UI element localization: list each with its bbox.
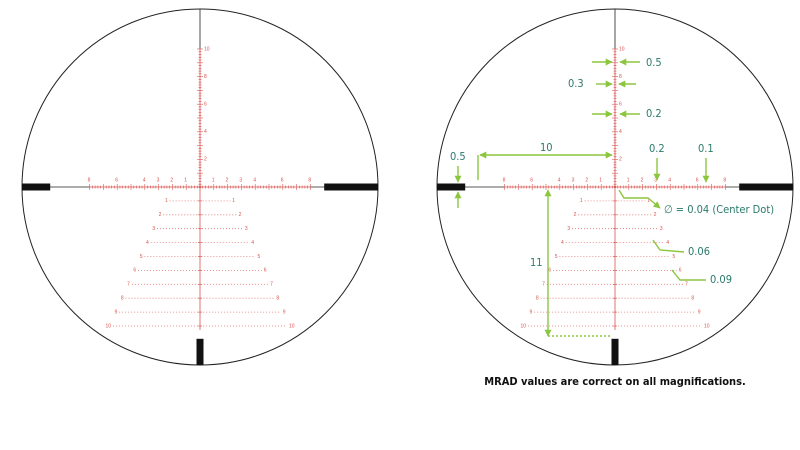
scale-label: 4 [204,129,207,135]
tree-label: 6 [548,268,551,274]
tree-label: 8 [121,296,124,302]
scale-label: 1 [599,177,602,183]
tree-label: 9 [530,309,533,315]
tree-label: 10 [289,323,295,329]
annotation: 11 [530,256,543,269]
scale-label: 2 [585,177,588,183]
tree-label: 1 [580,198,583,204]
scale-label: 4 [143,177,146,183]
scale-label: 6 [530,177,533,183]
tree-label: 7 [270,282,273,288]
scale-label: 10 [204,46,210,52]
scale-label: 4 [558,177,561,183]
scale-label: 2 [204,157,207,163]
tree-label: 10 [520,323,526,329]
tree-label: 10 [704,323,710,329]
scale-label: 8 [723,177,726,183]
scale-label: 3 [239,177,242,183]
post [324,183,378,191]
tree-label: 8 [691,296,694,302]
tree-label: 5 [555,254,558,260]
annotation-arrows [454,58,710,337]
tree-label: 4 [146,240,149,246]
tree-label: 4 [666,240,669,246]
scale-label: 4 [619,129,622,135]
scale-label: 6 [281,177,284,183]
scale-label: 4 [668,177,671,183]
post [739,183,793,191]
tree-label: 2 [159,212,162,218]
annotation: 0.06 [688,245,710,258]
annotation: 0.2 [649,142,665,155]
scale-label: 10 [619,46,625,52]
scale-label: 3 [157,177,160,183]
annotation: 0.1 [698,142,714,155]
annotation: 0.5 [450,150,466,163]
scale-label: 8 [619,74,622,80]
tree-label: 9 [115,309,118,315]
tree-label: 3 [567,226,570,232]
post [196,338,204,365]
scale-label: 3 [572,177,575,183]
tree-label: 1 [165,198,168,204]
scale-label: 1 [184,177,187,183]
tree-label: 1 [647,198,650,204]
scale-label: 8 [308,177,311,183]
scale-label: 8 [204,74,207,80]
scale-label: 2 [226,177,229,183]
caption: MRAD values are correct on all magnifica… [484,375,746,388]
scale-label: 2 [170,177,173,183]
post [437,183,466,191]
scale-label: 2 [619,157,622,163]
tree-label: 7 [542,282,545,288]
tree-label: 3 [152,226,155,232]
tree-label: 9 [698,309,701,315]
scale-label: 6 [696,177,699,183]
tree-label: 8 [536,296,539,302]
annotation: 10 [540,141,553,154]
tree-label: 3 [245,226,248,232]
tree-label: 4 [561,240,564,246]
scale-label: 1 [627,177,630,183]
post [611,338,619,365]
center-dot [198,185,202,189]
annotation: 0.09 [710,273,732,286]
scale-label: 2 [641,177,644,183]
tree-label: 5 [673,254,676,260]
tree-label: 4 [251,240,254,246]
annotation: ∅ = 0.04 (Center Dot) [664,203,774,216]
tree-label: 5 [258,254,261,260]
tree-label: 7 [127,282,130,288]
annotation: 0.3 [568,77,584,90]
scale-label: 1 [212,177,215,183]
center-dot [613,185,617,189]
post [22,183,51,191]
scale-label: 6 [204,102,207,108]
annotation: 0.2 [646,107,662,120]
tree-label: 5 [140,254,143,260]
tree-label: 2 [239,212,242,218]
scale-label: 8 [503,177,506,183]
tree-label: 8 [276,296,279,302]
tree-label: 9 [283,309,286,315]
tree-label: 6 [679,268,682,274]
scale-label: 6 [115,177,118,183]
tree-label: 2 [654,212,657,218]
scale-label: 4 [253,177,256,183]
scale-label: 6 [619,102,622,108]
annotation: 0.5 [646,56,662,69]
tree-label: 6 [264,268,267,274]
tree-label: 2 [574,212,577,218]
tree-label: 6 [133,268,136,274]
tree-label: 7 [685,282,688,288]
tree-label: 3 [660,226,663,232]
tree-label: 1 [232,198,235,204]
tree-label: 10 [105,323,111,329]
scale-label: 8 [88,177,91,183]
